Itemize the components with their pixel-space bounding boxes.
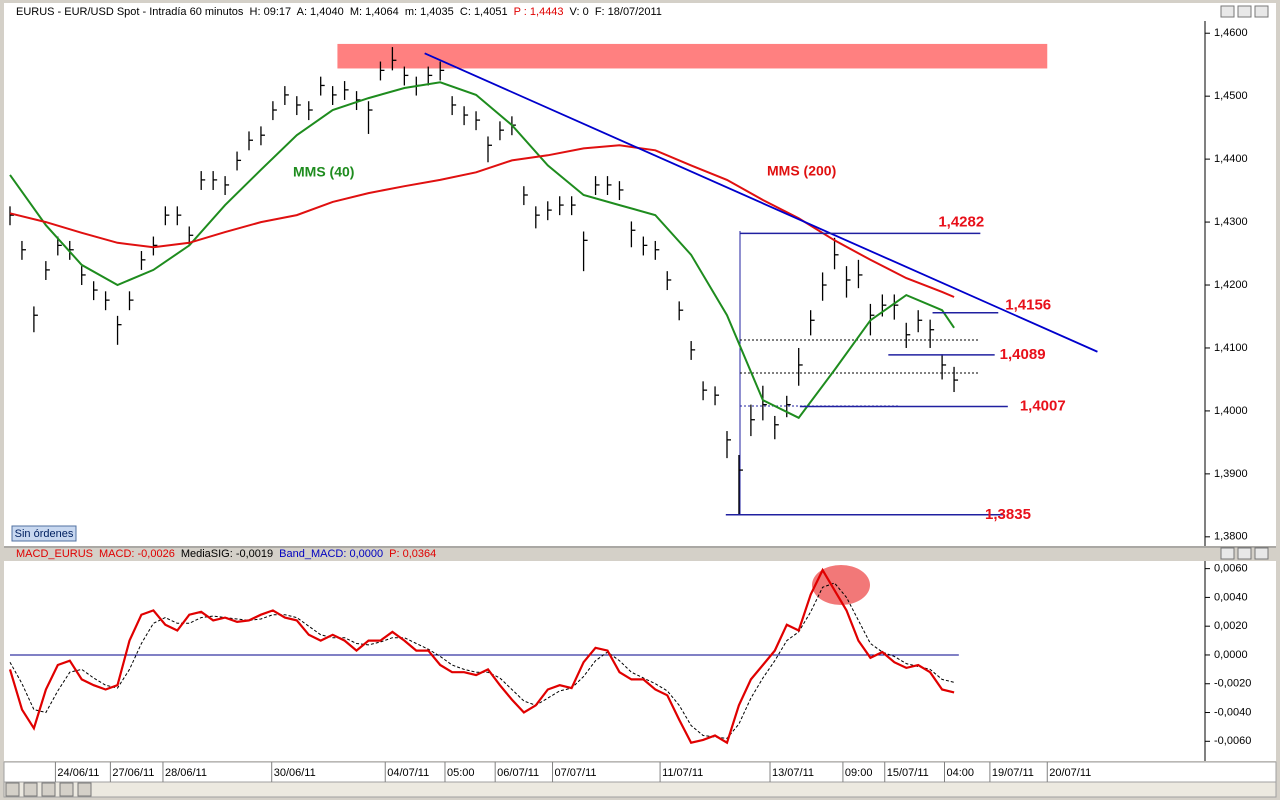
scroll-btn[interactable] [77,782,92,797]
y-tick-label: 1,4600 [1214,27,1248,39]
y-tick-label: 0,0020 [1214,620,1248,632]
minimize-btn[interactable] [1220,547,1235,560]
y-tick-label: 1,4500 [1214,90,1248,102]
scroll-btn[interactable] [23,782,38,797]
level-label: 1,4282 [938,213,984,230]
orders-button-label[interactable]: Sin órdenes [15,528,74,540]
y-tick-label: -0,0020 [1214,678,1251,690]
x-tick-label: 24/06/11 [57,767,99,779]
moving-average [9,81,955,420]
x-tick-label: 11/07/11 [662,767,703,779]
macd-line [8,567,955,745]
x-tick-label: 30/06/11 [274,767,316,779]
x-tick-label: 27/06/11 [112,767,154,779]
x-tick-label: 15/07/11 [887,767,929,779]
scroll-buttons[interactable] [5,782,92,797]
macd-panel [4,561,1276,761]
legend-item: MACD: -0,0026 [99,548,175,560]
orders-button[interactable] [11,525,77,542]
moving-average [9,144,955,298]
level-label: 1,3835 [985,506,1031,523]
scroll-btn[interactable] [5,782,20,797]
y-tick-label: 0,0060 [1214,563,1248,575]
legend-item: Band_MACD: 0,0000 [279,548,383,560]
close-btn[interactable] [1254,5,1269,18]
y-tick-label: 1,3800 [1214,531,1248,543]
x-tick-label: 28/06/11 [165,767,207,779]
x-tick-label: 04/07/11 [387,767,429,779]
x-tick-label: 19/07/11 [992,767,1034,779]
legend-item: MediaSIG: -0,0019 [181,548,273,560]
y-tick-label: 1,3900 [1214,468,1248,480]
y-tick-label: 0,0040 [1214,591,1248,603]
x-tick-label: 05:00 [447,767,475,779]
level-label: 1,4007 [1020,397,1066,414]
maximize-btn[interactable] [1237,547,1252,560]
resistance-zone [337,43,1048,69]
scroll-btn[interactable] [59,782,74,797]
y-tick-label: 1,4000 [1214,405,1248,417]
fibonacci [739,231,978,515]
level-label: 1,4089 [1000,346,1046,363]
header-p: P : 1,4443 [514,6,564,18]
macd-legend: MACD_EURUS MACD: -0,0026 MediaSIG: -0,0019… [16,548,436,560]
x-tick-label: 04:00 [946,767,974,779]
y-tick-label: 1,4100 [1214,342,1248,354]
y-tick-label: 0,0000 [1214,649,1248,661]
header-text: EURUS - EUR/USD Spot - Intradía 60 minut… [16,6,508,18]
y-tick-label: -0,0060 [1214,735,1251,747]
header-bar [4,3,1276,21]
header-rest: V: 0 F: 18/07/2011 [570,6,662,18]
x-tick-label: 20/07/11 [1049,767,1091,779]
y-tick-label: -0,0040 [1214,706,1251,718]
x-tick-label: 06/07/11 [497,767,539,779]
level-label: 1,4156 [1005,297,1051,314]
minimize-btn[interactable] [1220,5,1235,18]
trendline [424,52,1098,353]
price-panel [4,21,1276,546]
x-tick-label: 13/07/11 [772,767,814,779]
scrollbar[interactable] [3,781,1277,798]
close-btn[interactable] [1254,547,1269,560]
legend-item: MACD_EURUS [16,548,93,560]
ma-label: MMS (40) [293,164,354,180]
header: EURUS - EUR/USD Spot - Intradía 60 minut… [16,6,662,18]
y-tick-label: 1,4200 [1214,279,1248,291]
y-tick-label: 1,4400 [1214,153,1248,165]
y-tick-label: 1,4300 [1214,216,1248,228]
ma-label: MMS (200) [767,163,836,179]
maximize-btn[interactable] [1237,5,1252,18]
window-buttons[interactable] [1220,5,1269,560]
legend-item: P: 0,0364 [389,548,436,560]
scroll-btn[interactable] [41,782,56,797]
x-tick-label: 09:00 [845,767,873,779]
x-tick-label: 07/07/11 [555,767,597,779]
